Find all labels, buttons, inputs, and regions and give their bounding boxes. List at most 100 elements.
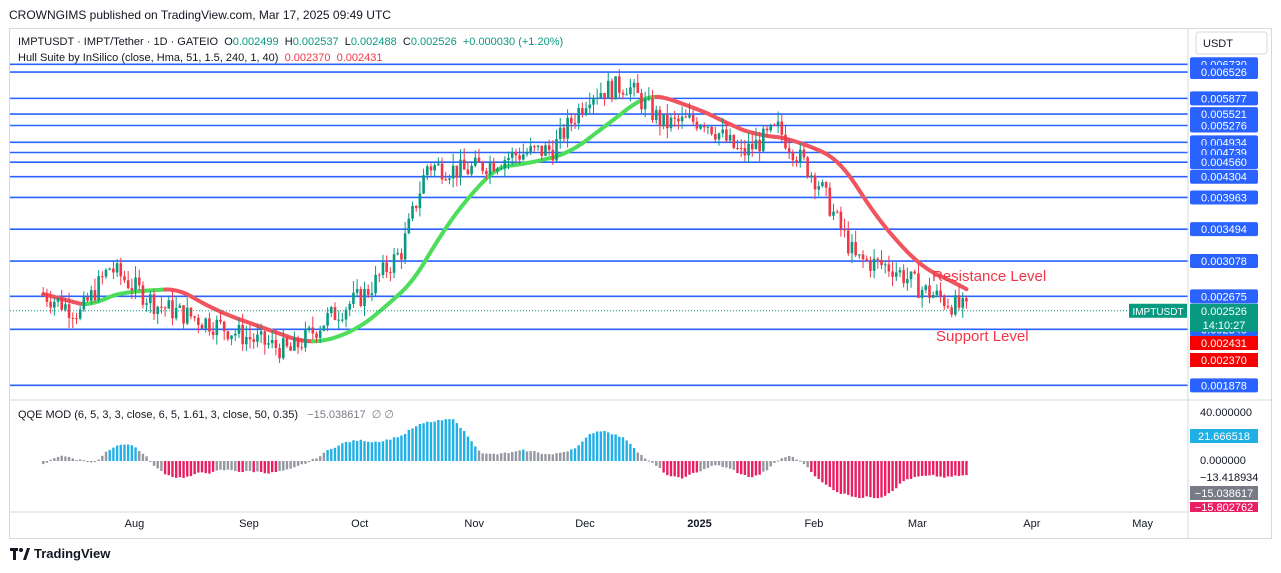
candle-body: [366, 288, 370, 295]
tradingview-logo-text: TradingView: [34, 546, 111, 561]
qqe-bar: [263, 461, 267, 474]
candle-body: [233, 333, 237, 336]
qqe-bar: [618, 436, 621, 461]
candle-body: [813, 175, 817, 190]
qqe-legend[interactable]: QQE MOD (6, 5, 3, 3, close, 6, 5, 1.61, …: [18, 408, 394, 421]
qqe-bar: [499, 453, 503, 461]
qqe-bar: [669, 461, 673, 477]
candle-body: [377, 274, 381, 276]
candle-body: [485, 171, 488, 175]
tradingview-logo[interactable]: TradingView: [10, 546, 110, 561]
candle-body: [784, 134, 787, 149]
candle-body: [776, 121, 780, 125]
candle-body: [49, 301, 52, 308]
hull-value-2: 0.002431: [336, 52, 383, 64]
candle-body: [810, 175, 813, 177]
candle-body: [614, 76, 617, 100]
qqe-bar: [400, 435, 403, 461]
candle-body: [56, 298, 60, 302]
hull-legend[interactable]: Hull Suite by InSilico (close, Hma, 51, …: [18, 52, 383, 64]
candle-body: [281, 338, 285, 359]
qqe-bar: [666, 461, 669, 476]
symbol-tag-label: IMPTUSDT: [1132, 307, 1183, 318]
qqe-bar: [90, 461, 93, 463]
qqe-bar: [909, 461, 913, 479]
candle-body: [577, 107, 580, 124]
candle-body: [942, 297, 946, 307]
candle-body: [318, 330, 322, 338]
qqe-bar: [773, 461, 776, 464]
candle-body: [673, 117, 677, 119]
qqe-bar: [285, 461, 289, 470]
candle-body: [219, 319, 222, 322]
candle-body: [824, 182, 828, 188]
qqe-bar: [274, 461, 278, 472]
candle-body: [53, 301, 56, 308]
qqe-bar: [341, 443, 344, 461]
level-tag-label: 0.006526: [1201, 67, 1247, 79]
candle-body: [946, 306, 950, 308]
symbol-legend[interactable]: IMPTUSDT · IMPT/Tether · 1D · GATEIO O0.…: [18, 36, 563, 48]
candle-body: [407, 218, 411, 234]
qqe-bar: [736, 461, 739, 474]
qqe-bar: [189, 461, 193, 477]
publisher-note: CROWNGIMS published on TradingView.com, …: [9, 8, 391, 22]
candle-body: [126, 280, 130, 289]
qqe-bar: [208, 461, 211, 474]
candle-body: [917, 273, 920, 298]
candle-body: [226, 331, 230, 340]
candle-body: [606, 80, 610, 99]
qqe-bar: [636, 452, 639, 461]
qqe-label[interactable]: QQE MOD (6, 5, 3, 3, close, 6, 5, 1.61, …: [18, 409, 299, 421]
qqe-bar: [584, 437, 588, 461]
currency-box: [1195, 31, 1268, 55]
time-tick: Apr: [1023, 518, 1040, 530]
qqe-bar: [640, 454, 643, 461]
candle-body: [71, 317, 75, 319]
annotations: Resistance Level Support Level: [932, 268, 1046, 345]
qqe-bar: [71, 458, 74, 461]
candle-body: [802, 149, 806, 158]
qqe-bar: [643, 458, 647, 461]
candle-body: [473, 157, 477, 166]
symbol-title[interactable]: IMPTUSDT · IMPT/Tether · 1D · GATEIO: [18, 36, 219, 48]
qqe-bar: [880, 461, 883, 498]
qqe-bar: [769, 461, 772, 467]
candle-body: [625, 94, 628, 96]
qqe-bar: [256, 461, 259, 472]
level-tag: [1190, 169, 1258, 184]
qqe-bar: [78, 459, 82, 461]
high-value: 0.002537: [292, 36, 339, 48]
candle-body: [762, 128, 765, 152]
candle-body: [499, 168, 503, 170]
qqe-bar: [234, 461, 237, 472]
candle-body: [278, 348, 281, 359]
qqe-bar: [93, 461, 97, 462]
low-label: L: [344, 36, 351, 48]
qqe-bar: [422, 423, 425, 461]
candle-body: [728, 134, 732, 141]
candle-body: [599, 93, 603, 98]
candle-body: [662, 114, 665, 127]
qqe-bar: [374, 441, 377, 461]
candle-body: [536, 145, 540, 147]
qqe-bar: [939, 461, 942, 477]
qqe-bar: [466, 436, 470, 461]
candle-body: [924, 285, 928, 291]
qqe-bar: [293, 461, 296, 468]
last-price-value: 0.002526: [1201, 306, 1247, 318]
candle-body: [418, 193, 422, 209]
candle-body: [618, 76, 621, 93]
qqe-bar: [562, 451, 566, 461]
qqe-axis-label: 0.000000: [1200, 455, 1246, 467]
qqe-bar: [503, 452, 507, 461]
qqe-bar: [828, 461, 831, 487]
candle-body: [850, 242, 854, 254]
candle-body: [82, 296, 86, 310]
qqe-bar: [739, 461, 743, 475]
qqe-bar: [429, 422, 433, 461]
hull-label[interactable]: Hull Suite by InSilico (close, Hma, 51, …: [18, 52, 279, 64]
qqe-bar: [477, 450, 481, 461]
qqe-bar: [728, 461, 732, 469]
